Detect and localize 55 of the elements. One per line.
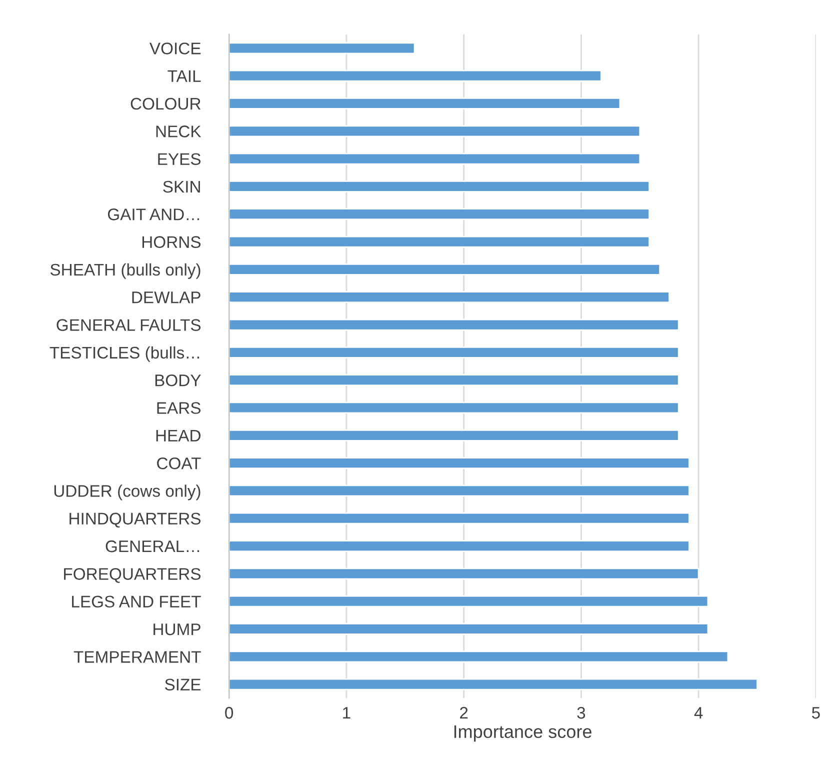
x-tick-label: 1 [343, 707, 350, 719]
bar [229, 346, 680, 358]
bar [229, 429, 680, 442]
x-tick-label: 5 [812, 707, 820, 719]
bar [229, 457, 690, 469]
bar [229, 70, 602, 82]
bar [229, 540, 690, 552]
y-tick-label: TEMPERAMENT [74, 651, 201, 663]
y-tick-label: TESTICLES (bulls… [50, 346, 200, 362]
bar [229, 236, 650, 248]
x-tick-label: 2 [460, 706, 468, 719]
y-tick-label: EARS [157, 402, 201, 414]
y-tick-label: LEGS AND FEET [72, 596, 201, 608]
bar [229, 318, 680, 331]
y-tick-label: HEAD [156, 430, 200, 442]
y-tick-label: GAIT AND… [108, 208, 200, 220]
y-tick-label: SKIN [163, 180, 200, 193]
bar [229, 98, 621, 110]
x-axis-title: Importance score [454, 725, 592, 742]
y-tick-label: SIZE [165, 678, 201, 691]
bar [229, 208, 650, 220]
bar [229, 42, 416, 54]
bar [229, 263, 661, 276]
y-tick-label: COAT [157, 457, 201, 470]
y-tick-label: HORNS [142, 236, 201, 248]
bar [229, 678, 758, 690]
y-tick-label: HUMP [154, 624, 200, 636]
bar [229, 512, 690, 524]
y-tick-label: BODY [155, 374, 201, 386]
y-tick-label: FOREQUARTERS [64, 568, 201, 583]
bar [229, 595, 709, 608]
y-tick-label: COLOUR [130, 98, 201, 110]
y-tick-label: GENERAL FAULTS [56, 319, 201, 331]
y-tick-label: VOICE [149, 42, 201, 54]
x-tick-label: 3 [577, 706, 586, 719]
y-tick-label: NECK [156, 126, 202, 138]
y-tick-label: GENERAL… [106, 540, 200, 552]
x-tick-label: 0 [225, 706, 234, 719]
bar [229, 152, 641, 165]
bar [229, 623, 709, 635]
bar [229, 180, 650, 192]
y-tick-label: SHEATH (bulls only) [50, 263, 200, 279]
y-tick-label: HINDQUARTERS [70, 512, 201, 528]
y-tick-label: EYES [158, 153, 201, 166]
y-tick-label: DEWLAP [132, 292, 200, 304]
bar [229, 568, 700, 580]
y-tick-label: TAIL [168, 70, 201, 82]
bar [229, 374, 680, 386]
bar [229, 402, 680, 414]
y-tick-label: UDDER (cows only) [54, 484, 200, 500]
bar [229, 125, 641, 138]
x-tick-label: 4 [694, 707, 703, 719]
bar [229, 484, 690, 497]
bar [229, 650, 729, 663]
bar [229, 291, 670, 304]
